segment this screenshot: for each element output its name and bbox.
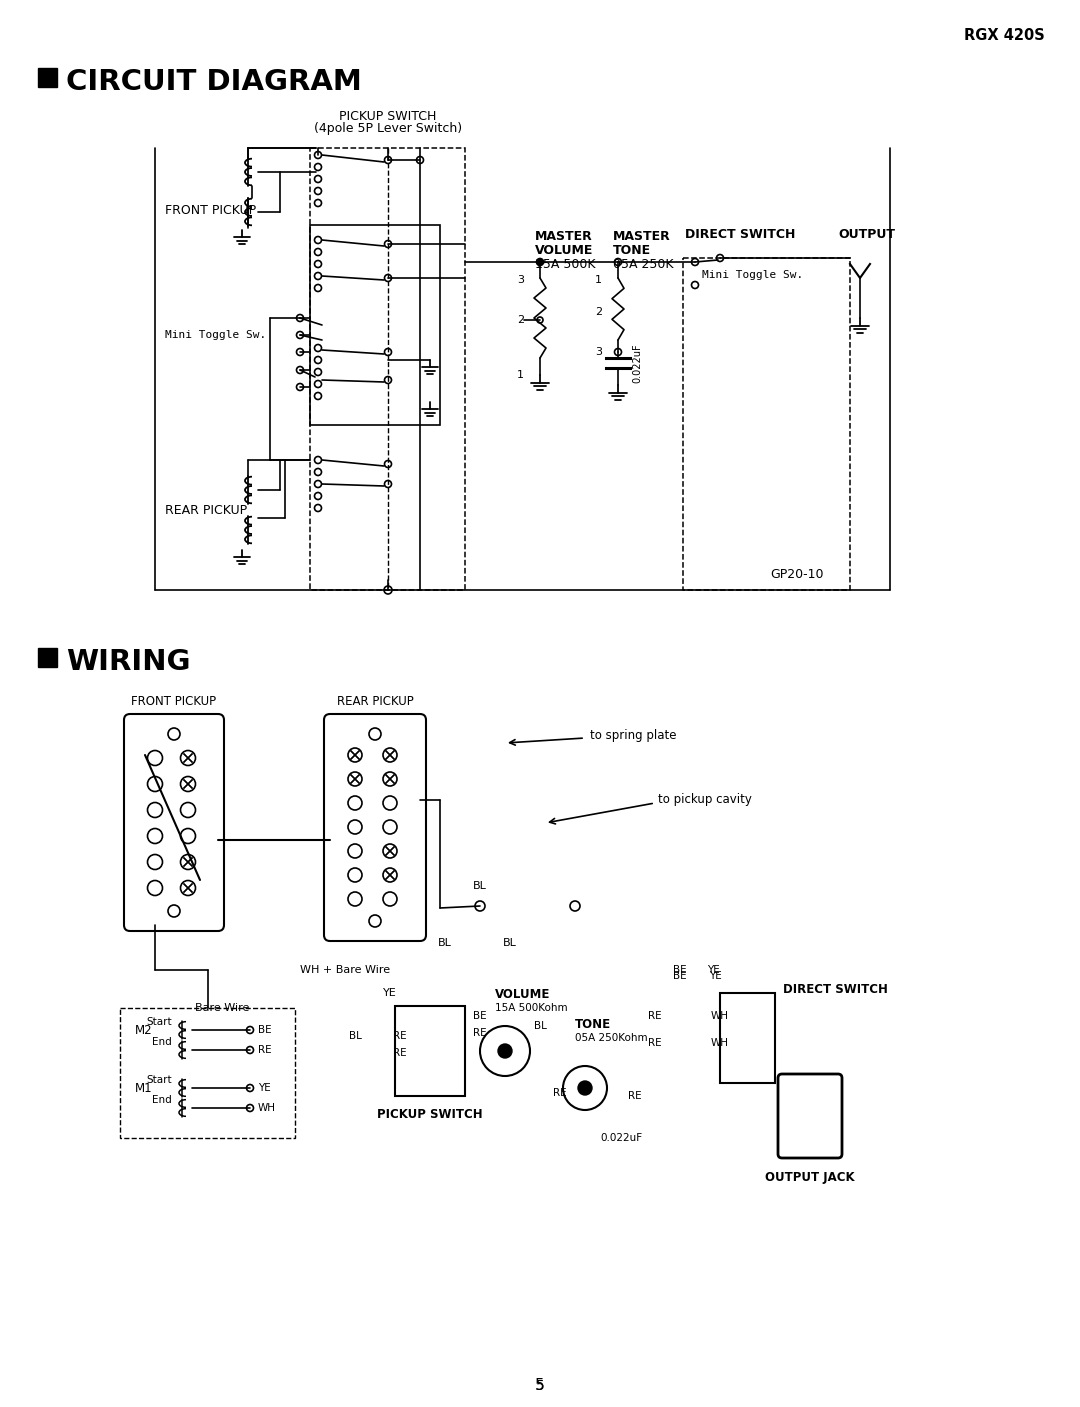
- Text: to pickup cavity: to pickup cavity: [658, 794, 752, 806]
- Text: BL: BL: [438, 938, 451, 948]
- Text: VOLUME: VOLUME: [495, 988, 551, 1000]
- Text: RE: RE: [258, 1045, 272, 1055]
- FancyBboxPatch shape: [324, 713, 426, 941]
- Text: 05A 250Kohm: 05A 250Kohm: [575, 1033, 648, 1043]
- Text: FRONT PICKUP: FRONT PICKUP: [165, 204, 256, 217]
- Text: 05A 250K: 05A 250K: [613, 257, 674, 272]
- Text: RE: RE: [648, 1038, 662, 1048]
- Text: 5: 5: [536, 1379, 544, 1393]
- Text: 3: 3: [595, 348, 602, 357]
- Text: REAR PICKUP: REAR PICKUP: [165, 504, 247, 516]
- Text: RE: RE: [473, 1029, 487, 1038]
- Text: WH: WH: [711, 1012, 729, 1021]
- Text: BL: BL: [349, 1031, 362, 1041]
- Text: DIRECT SWITCH: DIRECT SWITCH: [783, 983, 888, 996]
- Text: TONE: TONE: [613, 243, 651, 257]
- Text: TONE: TONE: [575, 1019, 611, 1031]
- Text: GP20-10: GP20-10: [770, 568, 824, 581]
- Text: WH + Bare Wire: WH + Bare Wire: [300, 965, 390, 975]
- Text: OUTPUT JACK: OUTPUT JACK: [766, 1171, 854, 1185]
- Bar: [120, 1007, 295, 1138]
- Text: PICKUP SWITCH: PICKUP SWITCH: [339, 110, 436, 122]
- Circle shape: [498, 1044, 512, 1058]
- Text: RE: RE: [393, 1048, 407, 1058]
- Circle shape: [537, 259, 543, 266]
- Bar: [395, 1006, 465, 1096]
- Text: 1: 1: [517, 370, 524, 380]
- Text: End: End: [152, 1095, 172, 1104]
- Text: YE: YE: [708, 971, 721, 981]
- Text: 5: 5: [536, 1377, 544, 1393]
- Text: M2: M2: [135, 1023, 152, 1037]
- Text: (4pole 5P Lever Switch): (4pole 5P Lever Switch): [314, 122, 462, 135]
- Text: RGX 420S: RGX 420S: [964, 28, 1045, 44]
- Text: 0.022uF: 0.022uF: [600, 1133, 643, 1142]
- Text: FRONT PICKUP: FRONT PICKUP: [132, 695, 217, 708]
- Text: 3: 3: [517, 274, 524, 286]
- Bar: [683, 257, 850, 590]
- Text: CIRCUIT DIAGRAM: CIRCUIT DIAGRAM: [66, 68, 362, 96]
- Text: 1: 1: [595, 274, 602, 286]
- Text: Mini Toggle Sw.: Mini Toggle Sw.: [702, 270, 804, 280]
- Text: Mini Toggle Sw.: Mini Toggle Sw.: [165, 331, 267, 340]
- Text: YE: YE: [706, 965, 719, 975]
- Text: Start: Start: [147, 1017, 172, 1027]
- Text: PICKUP SWITCH: PICKUP SWITCH: [377, 1107, 483, 1121]
- Text: Start: Start: [147, 1075, 172, 1085]
- Text: RE: RE: [393, 1031, 407, 1041]
- Text: WH: WH: [711, 1038, 729, 1048]
- Text: 15A 500Kohm: 15A 500Kohm: [495, 1003, 568, 1013]
- Text: MASTER: MASTER: [613, 229, 671, 243]
- Text: BE: BE: [673, 965, 687, 975]
- Text: End: End: [152, 1037, 172, 1047]
- Text: BL: BL: [473, 881, 487, 891]
- Text: RE: RE: [553, 1088, 567, 1097]
- Text: RE: RE: [629, 1090, 642, 1102]
- Text: YE: YE: [258, 1083, 271, 1093]
- Text: Bare Wire: Bare Wire: [194, 1003, 249, 1013]
- Text: VOLUME: VOLUME: [535, 243, 593, 257]
- Text: BE: BE: [473, 1012, 487, 1021]
- Text: 0.022uF: 0.022uF: [632, 343, 642, 383]
- Bar: [38, 649, 57, 667]
- Text: WIRING: WIRING: [66, 649, 190, 675]
- FancyBboxPatch shape: [124, 713, 224, 931]
- Text: OUTPUT: OUTPUT: [838, 228, 895, 241]
- FancyBboxPatch shape: [778, 1074, 842, 1158]
- Text: M1: M1: [135, 1082, 152, 1095]
- Bar: [310, 148, 465, 590]
- Text: 2: 2: [595, 307, 602, 317]
- Text: 15A 500K: 15A 500K: [535, 257, 595, 272]
- Text: MASTER: MASTER: [535, 229, 593, 243]
- Text: BL: BL: [503, 938, 517, 948]
- Text: YE: YE: [383, 988, 396, 998]
- Text: BE: BE: [673, 971, 687, 981]
- Text: DIRECT SWITCH: DIRECT SWITCH: [685, 228, 795, 241]
- Text: REAR PICKUP: REAR PICKUP: [337, 695, 414, 708]
- Text: BL: BL: [534, 1021, 546, 1031]
- Text: to spring plate: to spring plate: [590, 729, 676, 743]
- Text: 2: 2: [517, 315, 524, 325]
- Bar: [720, 993, 775, 1083]
- Text: WH: WH: [258, 1103, 276, 1113]
- Text: BE: BE: [258, 1026, 272, 1036]
- Bar: [38, 68, 57, 87]
- Circle shape: [578, 1081, 592, 1095]
- Text: RE: RE: [648, 1012, 662, 1021]
- Bar: [310, 225, 440, 425]
